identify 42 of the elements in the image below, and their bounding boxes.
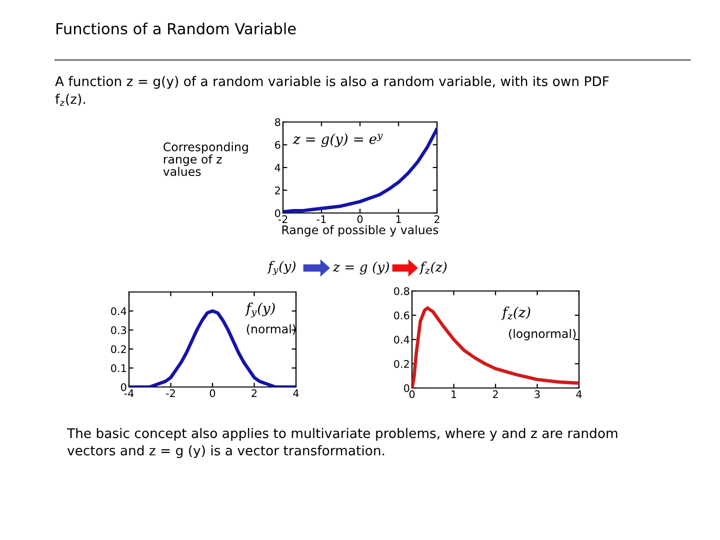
y-tick-label: 0.6 — [394, 311, 410, 320]
x-tick-label: 1 — [396, 215, 401, 223]
y-tick-label: 0.4 — [394, 336, 410, 344]
y-tick-label: 0.2 — [394, 360, 409, 368]
x-tick-label: 0 — [409, 390, 415, 398]
text: f$_{z}$(z) — [419, 262, 447, 274]
x-tick-label: -2 — [166, 389, 175, 397]
y-tick-label: 0.4 — [111, 307, 126, 316]
y-tick-label: 8 — [274, 118, 280, 126]
x-tick-label: 3 — [534, 390, 540, 398]
chart-title: Functions of a Random Variable — [56, 22, 296, 34]
y-tick-label: 2 — [275, 186, 280, 194]
x-tick-label: -1 — [316, 215, 326, 223]
annotation: z = g(y) = e$^{y}$ — [292, 133, 383, 147]
x-tick-label: -2 — [278, 215, 288, 223]
x-tick-label: 2 — [492, 390, 498, 398]
x-tick-label: 1 — [452, 390, 456, 398]
y-tick-label: 0.1 — [111, 364, 126, 372]
x-tick-label: 4 — [293, 389, 299, 397]
y-tick-label: 0 — [274, 209, 280, 218]
y-tick-label: 0.2 — [111, 345, 126, 354]
annotation: f$_{y}$(y) — [245, 302, 275, 318]
y-tick-label: 6 — [275, 140, 280, 149]
x-tick-label: 4 — [576, 390, 582, 398]
x-tick-label: 0 — [357, 215, 363, 224]
x-tick-label: 0 — [210, 389, 216, 398]
x-tick-label: 2 — [252, 389, 257, 397]
text: f$_{y}$(y) — [267, 260, 296, 276]
y-tick-label: 0 — [120, 383, 126, 392]
chart-subtitle: A function z = g(y) of a random variable is also a random variable, with its own PDF f$_{z}$(z). — [55, 76, 609, 106]
y-axis-title: Corresponding range of z values — [163, 142, 248, 176]
x-axis-title: Range of possible y values — [282, 225, 438, 237]
text: z = g (y) — [332, 262, 389, 274]
annotation: (normal) — [246, 324, 296, 335]
y-tick-label: 0.8 — [394, 287, 410, 296]
y-tick-label: 4 — [274, 164, 280, 172]
x-tick-label: -4 — [124, 389, 134, 397]
y-tick-label: 0.3 — [111, 326, 126, 334]
text: The basic concept also applies to multivariate problems, where y and z are random vectors and z = g (y) is a vector transformation. — [66, 428, 618, 458]
annotation: (lognormal) — [509, 328, 576, 340]
annotation: f$_{z}$(z) — [501, 306, 530, 320]
x-tick-label: 2 — [434, 215, 440, 223]
